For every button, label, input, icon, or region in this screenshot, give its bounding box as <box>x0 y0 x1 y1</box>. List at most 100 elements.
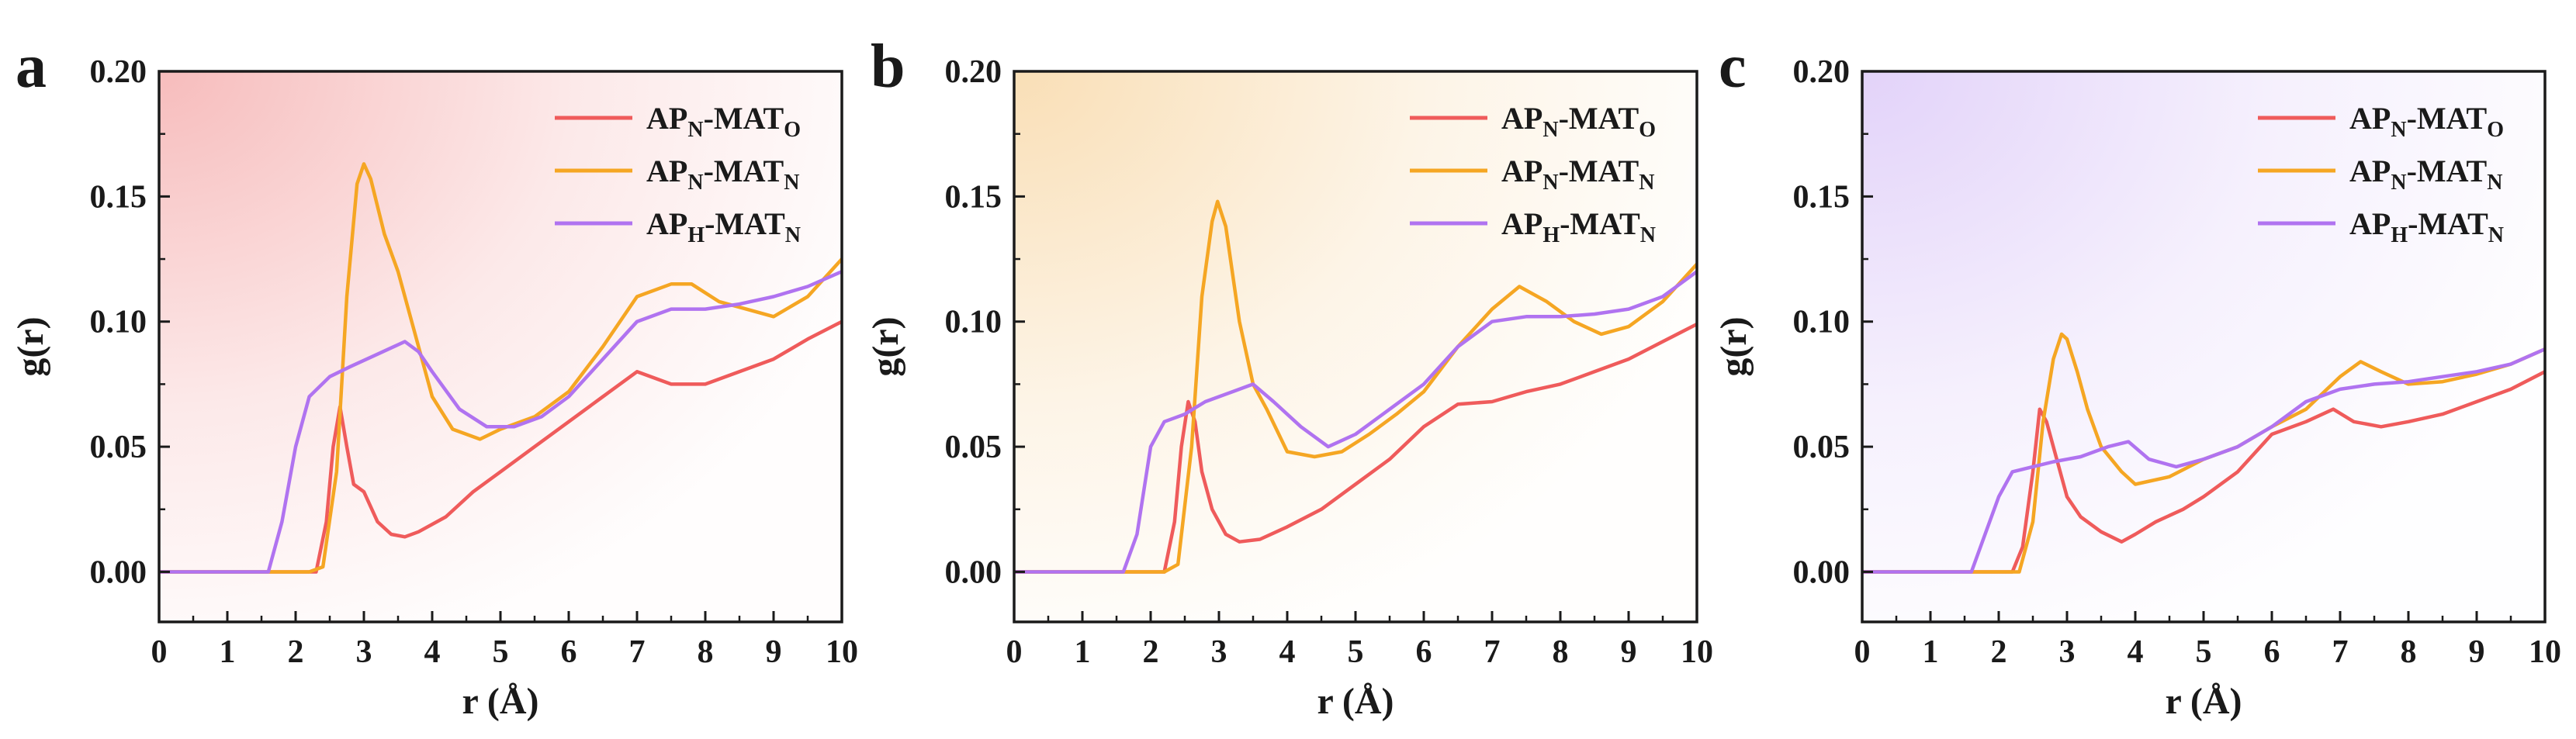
plot-background <box>1862 71 2545 622</box>
legend-subscript-2: O <box>2487 118 2504 142</box>
x-tick-label: 5 <box>2196 634 2212 670</box>
x-tick-label: 3 <box>1211 634 1227 670</box>
legend-subscript-2: N <box>2488 223 2504 247</box>
legend-mid: -MAT <box>705 206 785 241</box>
y-axis-label: g(r) <box>10 316 51 376</box>
x-tick-label: 9 <box>766 634 782 670</box>
legend-subscript-1: N <box>687 118 703 142</box>
legend-subscript-2: O <box>784 118 801 142</box>
x-tick-label: 3 <box>2059 634 2076 670</box>
x-tick-label: 0 <box>1854 634 1871 670</box>
x-tick-label: 8 <box>1553 634 1569 670</box>
legend-mid: -MAT <box>704 101 784 136</box>
x-tick-label: 6 <box>561 634 577 670</box>
legend-subscript-1: H <box>2391 223 2408 247</box>
y-tick-label: 0.20 <box>90 54 147 90</box>
series-line-apn-matn <box>1862 332 2545 574</box>
x-tick-label: 8 <box>2401 634 2417 670</box>
x-tick-label: 7 <box>629 634 646 670</box>
x-axis-label: r (Å) <box>1317 681 1394 722</box>
x-tick-label: 9 <box>1621 634 1637 670</box>
series-line-apn-mato <box>1862 370 2545 574</box>
y-axis-label: g(r) <box>1713 316 1754 376</box>
y-tick-label: 0.00 <box>90 554 147 590</box>
legend-base: AP <box>646 101 687 136</box>
legend-base: AP <box>2349 206 2391 241</box>
panel-a: 0 1 2 3 4 5 6 7 8 9 10 0.00 0.05 0.10 0.15 0.20 r (Å) g(r… <box>10 33 858 722</box>
legend-subscript-2: N <box>2487 171 2502 195</box>
x-tick-label: 5 <box>493 634 509 670</box>
legend-subscript-1: H <box>1542 223 1560 247</box>
panel-b: 0 1 2 3 4 5 6 7 8 9 10 0.00 0.05 0.10 0.15 0.20 r (Å) g(r… <box>865 33 1713 722</box>
legend-base: AP <box>646 154 687 188</box>
legend-mid: -MAT <box>2407 154 2488 188</box>
x-axis-label: r (Å) <box>462 681 538 722</box>
y-tick-label: 0.00 <box>1793 554 1851 590</box>
plot-background <box>1014 71 1697 622</box>
x-tick-label: 7 <box>1484 634 1501 670</box>
legend-subscript-2: O <box>1639 118 1656 142</box>
legend-subscript-1: N <box>1542 118 1558 142</box>
legend-mid: -MAT <box>1559 154 1639 188</box>
y-tick-label: 0.15 <box>1793 179 1851 215</box>
legend-label-0: APN-MATO <box>2349 101 2504 142</box>
legend-subscript-2: N <box>1639 171 1654 195</box>
x-tick-label: 9 <box>2469 634 2485 670</box>
panel-letter: c <box>1719 33 1747 101</box>
x-tick-label: 1 <box>220 634 236 670</box>
legend-label-2: APH-MATN <box>2349 206 2504 247</box>
x-tick-label: 4 <box>2128 634 2144 670</box>
series-line-aph-matn <box>1862 347 2545 574</box>
legend-mid: -MAT <box>1560 206 1640 241</box>
legend-base: AP <box>2349 101 2391 136</box>
x-tick-label: 10 <box>2529 634 2561 670</box>
y-tick-label: 0.00 <box>945 554 1002 590</box>
y-tick-label: 0.10 <box>945 305 1002 340</box>
legend-label-1: APN-MATN <box>1501 154 1654 195</box>
x-tick-label: 10 <box>1681 634 1713 670</box>
legend-label-2: APH-MATN <box>646 206 801 247</box>
x-tick-label: 5 <box>1348 634 1364 670</box>
legend-subscript-2: N <box>784 171 799 195</box>
legend-base: AP <box>1501 154 1542 188</box>
y-tick-label: 0.20 <box>945 54 1002 90</box>
legend-label-2: APH-MATN <box>1501 206 1656 247</box>
legend-mid: -MAT <box>1559 101 1639 136</box>
y-tick-label: 0.05 <box>1793 430 1851 465</box>
legend-mid: -MAT <box>2407 101 2488 136</box>
legend-subscript-1: N <box>2391 171 2406 195</box>
panel-letter: a <box>16 33 47 101</box>
legend-mid: -MAT <box>704 154 784 188</box>
legend-base: AP <box>646 206 687 241</box>
y-tick-label: 0.15 <box>90 179 147 215</box>
x-tick-label: 0 <box>1006 634 1023 670</box>
x-tick-label: 8 <box>698 634 714 670</box>
legend-label-0: APN-MATO <box>1501 101 1656 142</box>
legend-subscript-1: H <box>687 223 705 247</box>
x-tick-label: 3 <box>356 634 372 670</box>
legend-label-1: APN-MATN <box>646 154 799 195</box>
y-tick-label: 0.20 <box>1793 54 1851 90</box>
legend-mid: -MAT <box>2408 206 2488 241</box>
y-axis-label: g(r) <box>865 316 906 376</box>
series-line-aph-matn <box>1014 269 1697 574</box>
legend-label-1: APN-MATN <box>2349 154 2502 195</box>
legend-subscript-1: N <box>2391 118 2406 142</box>
y-tick-label: 0.15 <box>945 179 1002 215</box>
x-tick-label: 7 <box>2332 634 2349 670</box>
x-tick-label: 2 <box>1143 634 1159 670</box>
x-tick-label: 1 <box>1075 634 1091 670</box>
x-tick-label: 2 <box>288 634 304 670</box>
series-line-apn-matn <box>159 162 842 574</box>
x-tick-label: 1 <box>1923 634 1939 670</box>
y-tick-label: 0.10 <box>90 305 147 340</box>
x-tick-label: 4 <box>424 634 441 670</box>
legend-label-0: APN-MATO <box>646 101 801 142</box>
x-tick-label: 6 <box>1416 634 1432 670</box>
y-tick-label: 0.10 <box>1793 305 1851 340</box>
x-tick-label: 10 <box>826 634 858 670</box>
series-line-aph-matn <box>159 269 842 574</box>
legend-base: AP <box>2349 154 2391 188</box>
panel-c: 0 1 2 3 4 5 6 7 8 9 10 0.00 0.05 0.10 0.15 0.20 r (Å) g(r… <box>1713 33 2561 722</box>
